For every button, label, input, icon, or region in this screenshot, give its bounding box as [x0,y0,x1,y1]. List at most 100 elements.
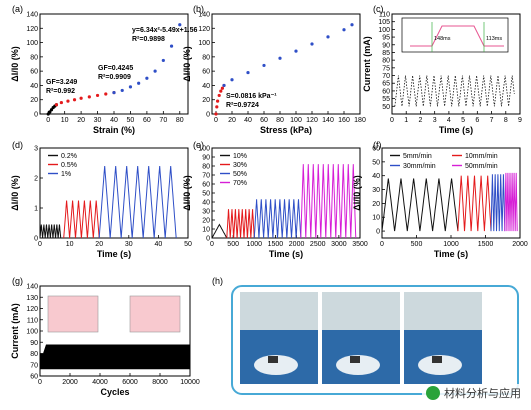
data-point [137,81,141,85]
y-tick-label: 120 [198,26,210,33]
y-tick-label: 70 [202,173,210,180]
x-tick-label: 30 [125,241,133,248]
x-axis-label: Strain (%) [93,125,135,135]
x-tick-label: 500 [411,241,423,248]
panel-a: 0 10 20 30 40 50 60 70 80 0 20 40 60 80 100 120 140 Strai… [10,4,197,135]
x-tick-label: 80 [176,117,184,124]
cycle-band [40,344,190,370]
y-tick-label: 110 [379,12,390,19]
y-axis-label: ΔI/I0 (%) [182,175,192,210]
x-tick-label: 30 [94,117,102,124]
legend-label: 10% [233,153,247,160]
data-point [59,100,63,105]
y-tick-label: 80 [30,351,38,358]
y-tick-label: 120 [26,26,38,33]
y-tick-label: 20 [202,218,210,225]
x-tick-label: 6000 [122,379,138,386]
x-tick-label: 10 [61,117,69,124]
y-tick-label: 110 [27,317,38,324]
y-axis-label: ΔI/I0 (%) [182,46,192,81]
panel-e: 0 500 1000 1500 2000 2500 3000 3500010203040506… [182,140,368,259]
data-point [72,98,77,102]
y-tick-label: 40 [202,83,210,90]
annotation: GF=3.249 [46,79,77,86]
x-tick-label: 40 [244,117,252,124]
x-tick-label: 10000 [180,379,200,386]
panel-label: (h) [212,276,223,286]
inset-frame [401,17,509,53]
data-point [178,23,182,27]
x-tick-label: 0 [380,241,384,248]
y-axis-label: Current (mA) [362,36,372,92]
x-tick-label: 160 [338,117,350,124]
x-tick-label: 1500 [478,241,494,248]
x-tick-label: 70 [159,117,167,124]
y-tick-label: 30 [202,209,210,216]
panel-f: 0 500 1000 1500 2000 0 10 20 30 40 50 60 Time (s) ΔI/… [352,140,528,259]
x-tick-label: 7 [490,117,494,124]
x-tick-label: 3500 [352,241,368,248]
y-tick-label: 0 [206,236,210,243]
y-axis-label: ΔI/I0 (%) [10,46,20,81]
x-tick-label: 20 [228,117,236,124]
data-point [54,103,59,107]
x-tick-label: 4 [447,117,451,124]
annotation: R²=0.9898 [132,36,165,43]
photo-2 [322,292,400,384]
y-tick-label: 140 [26,12,38,19]
panel-label: (e) [193,140,204,150]
x-axis-label: Time (s) [434,249,468,259]
y-tick-label: 60 [202,182,210,189]
data-point [342,28,346,32]
data-point [350,23,354,27]
photo-3 [404,292,482,384]
x-tick-label: 6 [475,117,479,124]
series-line [226,209,255,239]
legend-label: 5mm/min [403,153,432,160]
y-tick-label: 85 [382,50,390,57]
y-tick-label: 3 [34,146,38,153]
data-point [278,56,282,60]
data-point [214,112,218,116]
data-point [112,90,116,95]
x-tick-label: 10 [66,241,74,248]
x-tick-label: 20 [77,117,85,124]
data-point [326,35,330,39]
legend-label: 70% [233,180,247,187]
data-point [220,86,224,90]
zoom-inset-start [47,295,99,333]
y-tick-label: 100 [26,40,38,47]
y-tick-label: 20 [202,97,210,104]
legend-label: 0.2% [61,153,77,160]
x-tick-label: 2 [418,117,422,124]
plot-frame [211,13,361,115]
y-tick-label: 20 [30,97,38,104]
x-tick-label: 60 [260,117,268,124]
x-tick-label: 0 [390,117,394,124]
legend-label: 0.5% [61,162,77,169]
x-tick-label: 0 [38,379,42,386]
x-tick-label: 50 [127,117,135,124]
series-line [211,223,228,239]
x-tick-label: 8000 [152,379,168,386]
data-point [128,85,133,89]
y-tick-label: 95 [382,35,390,42]
legend-label: 30% [233,162,247,169]
y-tick-label: 0 [206,112,210,119]
watermark-text: 材料分析与应用 [444,387,521,400]
y-tick-label: 65 [382,81,390,88]
series-line [39,224,62,239]
x-tick-label: 180 [354,117,366,124]
x-tick-label: 5 [461,117,465,124]
x-tick-label: 9 [518,117,522,124]
x-tick-label: 8 [504,117,508,124]
data-point [215,105,219,109]
x-tick-label: 2500 [310,241,326,248]
y-tick-label: 60 [30,374,38,381]
y-tick-label: 90 [202,155,210,162]
y-tick-label: 50 [372,159,380,166]
y-tick-label: 80 [202,54,210,61]
y-tick-label: 50 [382,104,390,111]
y-tick-label: 50 [202,191,210,198]
